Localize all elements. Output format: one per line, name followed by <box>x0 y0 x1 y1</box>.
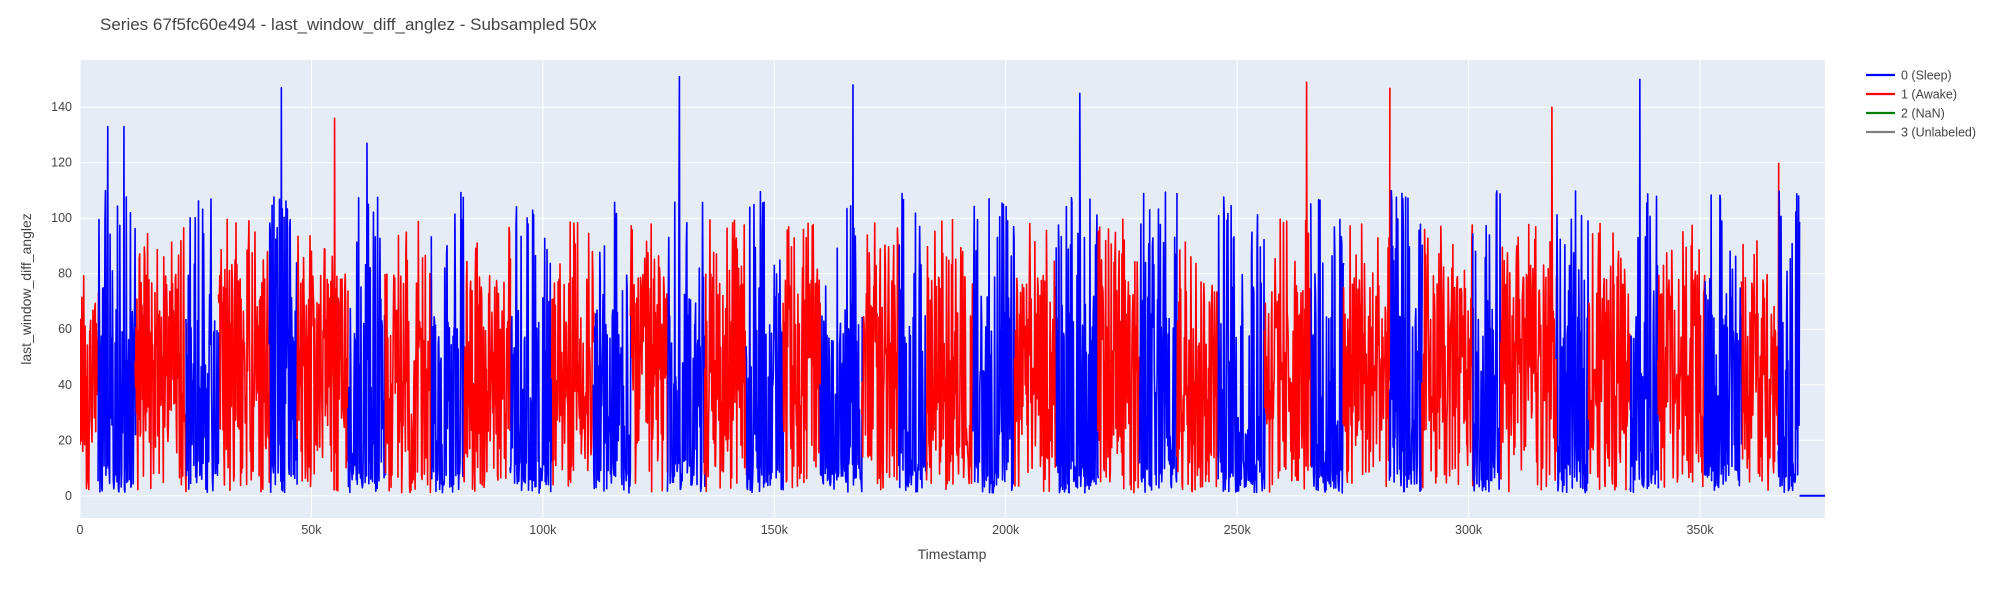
legend-item[interactable]: 3 (Unlabeled) <box>1866 126 1976 140</box>
y-tick-label: 100 <box>51 211 72 225</box>
y-axis-title: last_window_diff_anglez <box>18 213 34 365</box>
legend-label: 2 (NaN) <box>1901 107 1945 121</box>
y-tick-label: 40 <box>58 378 72 392</box>
legend[interactable]: 0 (Sleep) 1 (Awake) 2 (NaN) 3 (Unlabeled) <box>1866 69 1976 140</box>
legend-label: 1 (Awake) <box>1901 88 1957 102</box>
x-tick-label: 100k <box>529 523 557 537</box>
y-tick-label: 20 <box>58 433 72 447</box>
x-tick-label: 250k <box>1224 523 1252 537</box>
legend-item[interactable]: 1 (Awake) <box>1866 88 1957 102</box>
x-tick-label: 200k <box>992 523 1020 537</box>
y-tick-label: 120 <box>51 156 72 170</box>
y-tick-label: 140 <box>51 100 72 114</box>
y-tick-label: 0 <box>65 489 72 503</box>
x-tick-label: 350k <box>1686 523 1714 537</box>
y-axis-ticks: 0 20 40 60 80 100 120 140 <box>51 100 72 503</box>
legend-label: 3 (Unlabeled) <box>1901 126 1976 140</box>
x-tick-label: 300k <box>1455 523 1483 537</box>
x-axis-ticks: 0 50k 100k 150k 200k 250k 300k 350k <box>77 523 1715 537</box>
x-axis-title: Timestamp <box>918 546 987 562</box>
legend-label: 0 (Sleep) <box>1901 69 1952 83</box>
y-tick-label: 60 <box>58 322 72 336</box>
x-tick-label: 0 <box>77 523 84 537</box>
chart-title: Series 67f5fc60e494 - last_window_diff_a… <box>100 15 597 34</box>
legend-item[interactable]: 2 (NaN) <box>1866 107 1945 121</box>
y-tick-label: 80 <box>58 267 72 281</box>
legend-item[interactable]: 0 (Sleep) <box>1866 69 1952 83</box>
x-tick-label: 50k <box>301 523 322 537</box>
x-tick-label: 150k <box>761 523 789 537</box>
series-segment-awake <box>862 223 899 490</box>
